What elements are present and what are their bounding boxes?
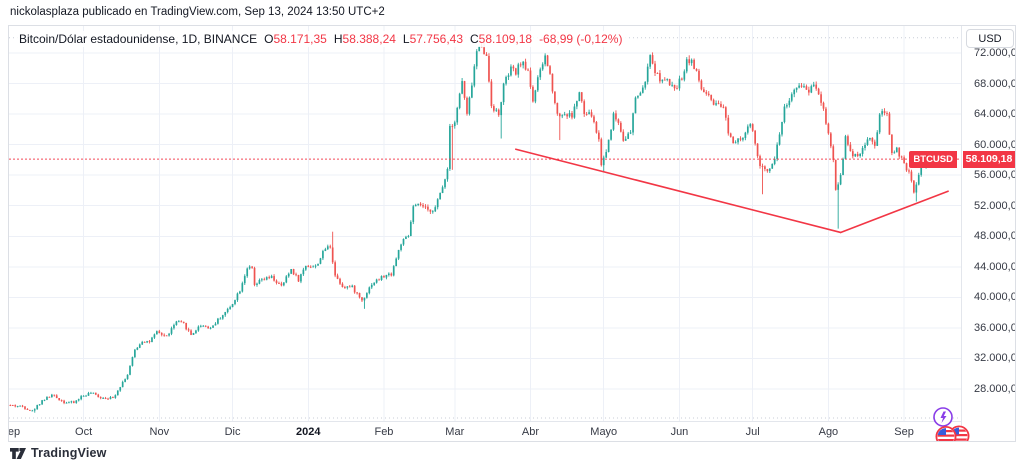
price-badge-value[interactable]: 58.109,18	[963, 150, 1015, 168]
price-tick-label: 52.000,00	[974, 199, 1015, 212]
lightning-icon	[933, 407, 953, 427]
currency-toggle-button[interactable]: USD	[966, 29, 1014, 48]
price-tick-label: 48.000,00	[974, 230, 1015, 243]
price-pane[interactable]: Bitcoin/Dólar estadounidense, 1D, BINANC…	[9, 26, 961, 421]
time-tick-label: 2024	[296, 426, 321, 438]
price-axis[interactable]: USD 72.000,00 68.000,00 64.000,00 60.000,00…	[961, 26, 1015, 441]
legend-low-label: L	[402, 32, 410, 46]
legend-close-label: C	[470, 32, 479, 46]
candlestick-chart	[9, 26, 961, 421]
price-tick-label: 68.000,00	[974, 77, 1015, 90]
price-tick-label: 60.000,00	[974, 138, 1015, 151]
time-tick-label: Mayo	[590, 426, 618, 438]
price-tick-label: 44.000,00	[974, 260, 1015, 273]
legend-open-label: O	[264, 32, 274, 46]
attribution-text: nickolasplaza publicado en TradingView.c…	[10, 6, 385, 18]
price-tick-label: 56.000,00	[974, 169, 1015, 182]
legend-change: -68,99 (-0,12%)	[539, 32, 623, 46]
time-tick-label: Abr	[521, 426, 540, 438]
legend-high-value: 58.388,24	[342, 32, 396, 46]
price-tick-label: 72.000,00	[974, 47, 1015, 59]
symbol-legend[interactable]: Bitcoin/Dólar estadounidense, 1D, BINANC…	[15, 31, 627, 47]
chart-widget: Bitcoin/Dólar estadounidense, 1D, BINANC…	[8, 25, 1016, 442]
price-tick-label: 28.000,00	[974, 383, 1015, 395]
time-tick-label: Oct	[75, 426, 93, 438]
legend-high-label: H	[333, 32, 343, 46]
price-tick-label: 40.000,00	[974, 291, 1015, 304]
us-flags-icon	[935, 425, 970, 441]
tradingview-watermark[interactable]: TradingView	[10, 446, 107, 460]
price-tick-label: 36.000,00	[974, 321, 1015, 334]
price-badge-symbol[interactable]: BTCUSD	[909, 150, 957, 168]
time-axis[interactable]: Sep Oct Nov Dic 2024 Feb Mar Abr Mayo Jun Jul Ago Se…	[8, 421, 1015, 441]
legend-title[interactable]: Bitcoin/Dólar estadounidense, 1D, BINANC…	[19, 32, 258, 46]
tradingview-wordmark: TradingView	[31, 446, 107, 460]
time-tick-label: Sep	[8, 426, 21, 438]
legend-close-value: 58.109,18	[478, 32, 533, 46]
sticker-decorations	[933, 407, 970, 441]
legend-open-value: 58.171,35	[273, 32, 327, 46]
time-tick-label: Feb	[374, 426, 394, 438]
time-tick-label: Jun	[670, 426, 689, 438]
time-tick-label: Dic	[224, 426, 241, 438]
time-tick-label: Mar	[445, 426, 465, 438]
time-tick-label: Sep	[894, 426, 914, 438]
legend-low-value: 57.756,43	[409, 32, 463, 46]
time-tick-label: Jul	[745, 426, 760, 438]
time-tick-label: Ago	[818, 426, 839, 438]
price-tick-label: 32.000,00	[974, 352, 1015, 365]
price-tick-label: 64.000,00	[974, 108, 1015, 121]
tradingview-logo-icon	[10, 447, 26, 459]
time-tick-label: Nov	[149, 426, 170, 438]
